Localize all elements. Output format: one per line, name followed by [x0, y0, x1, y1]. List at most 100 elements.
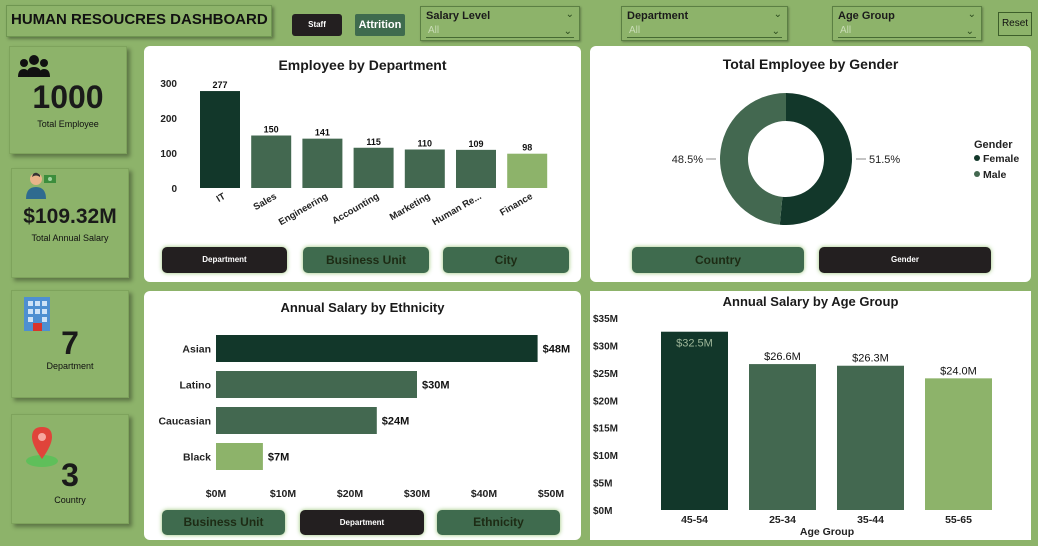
x-tick-label: 55-65: [945, 514, 972, 526]
salary-level-label: Salary Level: [426, 10, 491, 22]
total-employee-label: Total Employee: [37, 119, 99, 129]
department-chart-panel: Employee by Department 300 200 100 0 277 IT 15…: [144, 46, 581, 282]
legend-entry: Male: [983, 169, 1007, 181]
department-chart-title: Employee by Department: [278, 57, 447, 73]
staff-button[interactable]: Staff: [292, 14, 342, 36]
bar: [749, 364, 816, 510]
y-tick-label: Black: [183, 452, 211, 464]
x-tick-label: $20M: [337, 488, 364, 500]
y-tick-label: $20M: [593, 396, 618, 407]
total-salary-label: Total Annual Salary: [31, 233, 109, 243]
ethnicity-chart-title: Annual Salary by Ethnicity: [280, 300, 445, 315]
department-slicer-value[interactable]: All: [627, 24, 782, 38]
bar: [837, 365, 904, 510]
age-group-slicer[interactable]: Age Group ⌄ All ⌄: [832, 6, 982, 41]
ethnicity-chart-panel: Annual Salary by Ethnicity Asian $48M Lati…: [144, 291, 581, 540]
bar: [925, 378, 992, 510]
gender-donut-chart: 51.5% 48.5% Gender Female Male: [672, 93, 1019, 225]
bar: [200, 91, 240, 188]
y-tick-label: Asian: [182, 344, 211, 356]
bar: [302, 138, 343, 188]
y-tick-label: Caucasian: [158, 416, 211, 428]
data-label: 98: [522, 143, 532, 153]
age-group-chart-title: Annual Salary by Age Group: [722, 294, 899, 309]
money-person-icon: [26, 172, 56, 199]
attrition-button[interactable]: Attrition: [355, 14, 405, 36]
department-toggle-button[interactable]: Department: [162, 247, 287, 273]
bar: [456, 149, 496, 188]
x-tick-label: 45-54: [681, 514, 708, 526]
bar: [216, 335, 538, 362]
bar: [251, 135, 292, 188]
map-pin-icon: [26, 427, 58, 467]
data-label: 150: [264, 125, 279, 135]
department-count-value: 7: [61, 325, 79, 361]
total-salary-card: $109.32M Total Annual Salary: [11, 168, 129, 278]
business-unit-toggle-button[interactable]: Business Unit: [162, 510, 285, 535]
x-axis-title: Age Group: [800, 526, 854, 538]
bar: [216, 371, 417, 398]
ethnicity-bar-chart: Asian $48M Latino $30M Caucasian $24M Black $7M…: [158, 335, 570, 500]
data-label: $24.0M: [940, 365, 977, 377]
x-tick-label: 25-34: [769, 514, 796, 526]
gender-toggle-button[interactable]: Gender: [819, 247, 991, 273]
bar: [353, 147, 394, 188]
y-tick-label: $10M: [593, 451, 618, 462]
department-toggle-button[interactable]: Department: [300, 510, 424, 535]
ethnicity-toggle-button[interactable]: Ethnicity: [437, 510, 560, 535]
department-card: 7 Department: [11, 290, 129, 398]
y-tick-label: Latino: [180, 380, 212, 392]
data-label: $26.6M: [764, 351, 801, 363]
legend-entry: Female: [983, 153, 1019, 165]
data-label: $32.5M: [676, 338, 713, 350]
data-label: 48.5%: [672, 154, 703, 166]
y-tick-label: 100: [160, 149, 177, 160]
y-tick-label: $30M: [593, 341, 618, 352]
x-tick-label: 35-44: [857, 514, 884, 526]
x-tick-label: $10M: [270, 488, 297, 500]
age-group-value[interactable]: All: [838, 24, 976, 38]
y-tick-label: 300: [160, 79, 177, 90]
x-tick-label: Finance: [498, 191, 535, 218]
y-tick-label: $35M: [593, 314, 618, 325]
age-group-bar-chart: $35M $30M $25M $20M $15M $10M $5M $0M $32.5M 45-5…: [593, 314, 992, 538]
x-tick-label: IT: [215, 191, 228, 205]
country-count-value: 3: [61, 457, 79, 493]
x-tick-label: Marketing: [388, 191, 433, 223]
salary-level-value[interactable]: All: [426, 24, 574, 38]
total-employee-value: 1000: [32, 79, 104, 115]
donut-slice: [719, 93, 786, 225]
bar: [507, 153, 548, 188]
data-label: 277: [212, 80, 227, 90]
total-employee-card: 1000 Total Employee: [9, 46, 127, 154]
bar: [404, 149, 445, 188]
age-group-chart-panel: Annual Salary by Age Group $35M $30M $25M $…: [590, 291, 1031, 540]
y-tick-label: $0M: [593, 506, 612, 517]
legend-marker: [974, 171, 980, 177]
total-salary-value: $109.32M: [23, 205, 117, 228]
chevron-down-icon: ⌄: [563, 26, 572, 37]
x-tick-label: Accounting: [330, 191, 381, 227]
age-group-label: Age Group: [838, 10, 895, 22]
x-tick-label: Sales: [252, 191, 279, 213]
department-slicer[interactable]: Department ⌄ All ⌄: [621, 6, 788, 41]
legend-title: Gender: [974, 139, 1013, 151]
bar: [661, 331, 728, 510]
data-label: $30M: [422, 380, 450, 392]
x-tick-label: Engineering: [277, 191, 330, 228]
data-label: 141: [315, 128, 330, 138]
reset-button[interactable]: Reset: [998, 12, 1032, 36]
bar: [216, 443, 263, 470]
data-label: 115: [366, 137, 381, 147]
y-tick-label: $25M: [593, 369, 618, 380]
city-toggle-button[interactable]: City: [443, 247, 569, 273]
donut-slice: [779, 93, 852, 225]
country-toggle-button[interactable]: Country: [632, 247, 804, 273]
y-tick-label: $15M: [593, 424, 618, 435]
data-label: 109: [468, 139, 483, 149]
bar: [216, 407, 377, 434]
x-tick-label: $30M: [404, 488, 431, 500]
salary-level-slicer[interactable]: Salary Level ⌄ All ⌄: [420, 6, 580, 41]
chevron-down-icon: ⌄: [565, 9, 574, 20]
business-unit-toggle-button[interactable]: Business Unit: [303, 247, 429, 273]
